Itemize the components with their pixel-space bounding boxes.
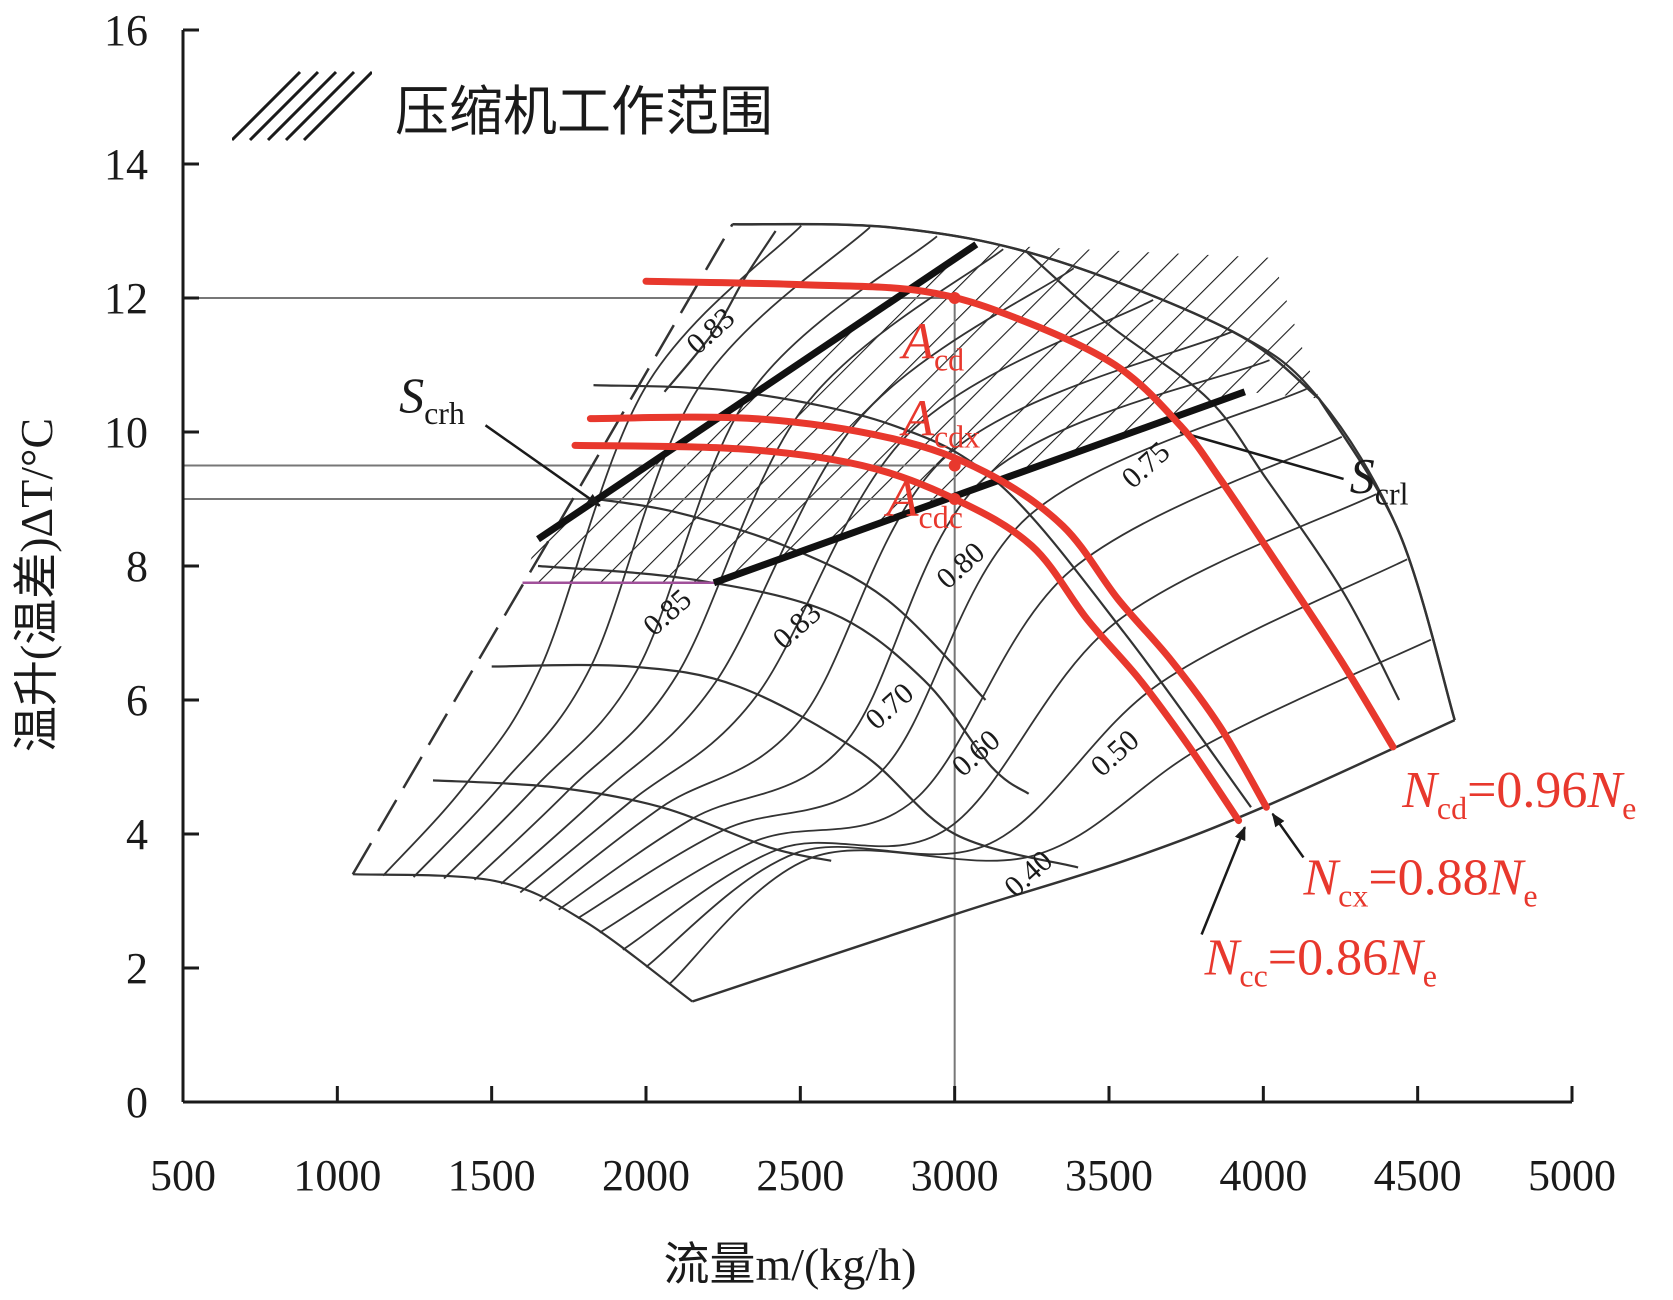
series-line-cd: [642, 277, 1397, 751]
map-boundary-right: [1317, 397, 1456, 721]
operating-point-cd: [948, 292, 961, 304]
surge-line-crh: [536, 241, 979, 543]
y-tick-label-4: 8: [126, 542, 148, 591]
series-label-ne-cd: N: [1586, 762, 1625, 819]
mesh-line-10: [599, 435, 1343, 934]
mesh-line-2: [412, 226, 871, 878]
speed-line-2: [491, 663, 1079, 869]
operating-point-sub-cdx: cdx: [934, 418, 980, 454]
series-label-n-cx: N: [1302, 849, 1341, 906]
map-boundary-bottom: [691, 718, 1456, 1003]
x-tick-label-8: 4500: [1374, 1151, 1462, 1200]
operating-point-sub-cd: cd: [934, 341, 964, 377]
legend-hatch-swatch: [232, 70, 372, 142]
series-arrow-cx: [1271, 812, 1305, 859]
series-label-cx: Ncx=0.88Ne: [1302, 849, 1537, 913]
efficiency-line-1: [537, 564, 1030, 795]
efficiency-label-4: 0.75: [1115, 435, 1176, 495]
mesh-line-5: [500, 267, 1075, 885]
mesh-line-1: [382, 225, 802, 877]
surge-leader-crl: [1179, 430, 1344, 481]
surge-label-sub-crh: crh: [424, 395, 465, 431]
x-tick-label-4: 2500: [756, 1151, 844, 1200]
y-tick-label-6: 12: [104, 274, 148, 323]
surge-label-crl: Scrl: [1350, 447, 1409, 511]
series-label-n-cc: N: [1204, 930, 1243, 987]
efficiency-label-0: 0.83: [680, 301, 741, 361]
x-tick-label-7: 4000: [1219, 1151, 1307, 1200]
series-line-cc: [571, 441, 1243, 825]
operating-point-cdx: [948, 459, 961, 472]
y-axis-label: 温升(温差)ΔT/°C: [11, 418, 62, 752]
y-tick-label-5: 10: [104, 408, 148, 457]
efficiency-label-3: 0.80: [930, 536, 991, 596]
y-tick-label-0: 0: [126, 1078, 148, 1127]
series-label-eq-cx: =0.88: [1368, 849, 1488, 906]
mesh-line-6: [519, 299, 1154, 894]
mesh-line-11: [622, 493, 1377, 951]
series-label-cd: Ncd=0.96Ne: [1401, 762, 1636, 826]
y-tick-label-1: 2: [126, 944, 148, 993]
speed-line-1: [593, 384, 1252, 808]
x-tick-label-1: 1000: [293, 1151, 381, 1200]
series-label-cc: Ncc=0.86Ne: [1204, 930, 1437, 994]
mesh-line-13: [668, 638, 1432, 985]
map-boundary-left: [351, 223, 734, 875]
surge-line-crl: [712, 388, 1246, 587]
mesh-line-8: [558, 359, 1270, 911]
efficiency-label-2: 0.83: [767, 596, 828, 656]
x-tick-label-3: 2000: [602, 1151, 690, 1200]
series-label-sub-cc: cc: [1239, 958, 1267, 994]
speed-line-3: [432, 779, 832, 862]
y-tick-label-8: 16: [104, 6, 148, 55]
surge-label-sub-crl: crl: [1375, 475, 1409, 511]
x-tick-label-5: 3000: [911, 1151, 999, 1200]
series-label-eq-cd: =0.96: [1467, 762, 1587, 819]
series-arrow-cc: [1200, 826, 1246, 935]
series-label-eq-cc: =0.86: [1268, 930, 1388, 987]
efficiency-line-2: [663, 230, 777, 393]
x-tick-label-9: 5000: [1528, 1151, 1616, 1200]
mesh-line-12: [645, 558, 1408, 968]
speed-line-4: [352, 873, 693, 1003]
series-label-sub-cd: cd: [1437, 790, 1467, 826]
mesh-line-3: [443, 235, 938, 880]
y-tick-label-2: 4: [126, 810, 148, 859]
surge-arrow-crh: [484, 424, 601, 507]
x-tick-label-6: 3500: [1065, 1151, 1153, 1200]
y-tick-label-7: 14: [104, 140, 148, 189]
series-label-esub-cc: e: [1423, 958, 1437, 994]
series-line-cx: [586, 413, 1270, 811]
x-tick-label-0: 500: [150, 1151, 216, 1200]
efficiency-label-7: 0.50: [1084, 723, 1145, 783]
series-label-esub-cx: e: [1523, 877, 1537, 913]
operating-point-sub-cdc: cdc: [919, 499, 963, 535]
mesh-line-9: [577, 388, 1307, 919]
surge-label-crh: Scrh: [399, 367, 465, 431]
series-label-n-cd: N: [1401, 762, 1440, 819]
x-axis-label: 流量m/(kg/h): [664, 1239, 917, 1290]
efficiency-line-0: [596, 497, 987, 701]
mesh-line-4: [473, 248, 1004, 881]
series-label-sub-cx: cx: [1338, 877, 1368, 913]
x-tick-label-2: 1500: [448, 1151, 536, 1200]
series-label-ne-cx: N: [1488, 849, 1527, 906]
efficiency-label-1: 0.85: [637, 583, 698, 643]
efficiency-line-3: [1024, 250, 1401, 701]
legend-label: 压缩机工作范围: [395, 82, 773, 142]
mesh-line-7: [538, 330, 1233, 902]
series-label-ne-cc: N: [1387, 930, 1426, 987]
plot-area: 0.830.85 0.830.800.750.700.60 0.500.40Scrh…: [104, 6, 1636, 1200]
operating-point-cdc: [948, 493, 961, 505]
series-label-esub-cd: e: [1622, 790, 1636, 826]
y-tick-label-3: 6: [126, 676, 148, 725]
legend: 压缩机工作范围: [232, 70, 773, 142]
